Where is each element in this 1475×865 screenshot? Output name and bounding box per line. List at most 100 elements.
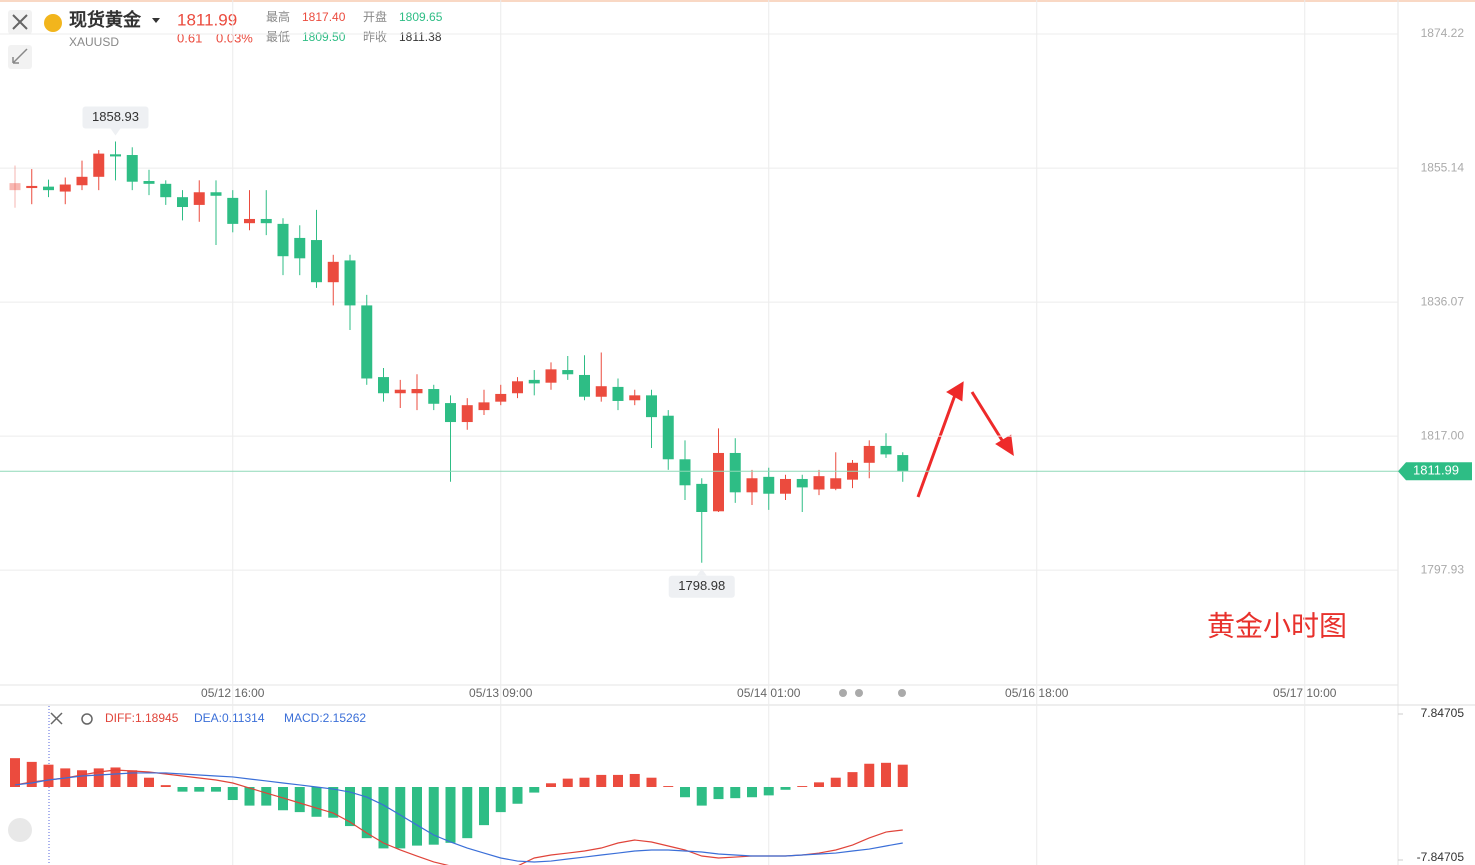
close-icon bbox=[12, 14, 28, 30]
x-tick-label: 05/17 10:00 bbox=[1273, 686, 1337, 700]
y-tick-label: 1797.93 bbox=[1421, 562, 1465, 576]
dropdown-arrow[interactable] bbox=[152, 18, 160, 23]
candle-body bbox=[344, 260, 356, 306]
prev-label: 昨收 bbox=[363, 30, 387, 44]
candle-body bbox=[729, 452, 741, 493]
candle-body bbox=[93, 153, 105, 177]
macd-bar bbox=[144, 777, 154, 787]
candle-body bbox=[361, 305, 373, 379]
macd-bar bbox=[847, 772, 858, 787]
collapse-icon bbox=[12, 48, 28, 64]
candle-body bbox=[294, 237, 306, 259]
macd-bar bbox=[663, 786, 674, 787]
candle-body bbox=[746, 478, 758, 493]
macd-bar bbox=[562, 778, 573, 787]
y-tick-label: 1836.07 bbox=[1421, 294, 1465, 308]
candle-body bbox=[126, 155, 138, 182]
macd-bar bbox=[10, 758, 20, 787]
macd-bar bbox=[43, 764, 54, 787]
low-value: 1809.50 bbox=[302, 30, 346, 44]
candle-body bbox=[897, 455, 909, 472]
candle-body bbox=[277, 223, 289, 257]
macd-label: MACD:2.15262 bbox=[284, 711, 366, 725]
macd-bar bbox=[361, 787, 372, 839]
macd-settings[interactable] bbox=[81, 713, 93, 725]
min-label: 1798.98 bbox=[678, 578, 725, 593]
instrument-name: 现货黄金 bbox=[69, 9, 142, 30]
open-value: 1809.65 bbox=[399, 10, 443, 24]
candle-body bbox=[612, 386, 624, 401]
candle-body bbox=[679, 459, 691, 486]
macd-bar bbox=[713, 787, 724, 800]
macd-bar bbox=[26, 761, 37, 787]
macd-bar bbox=[780, 787, 791, 790]
macd-bar bbox=[881, 762, 891, 787]
prev-value: 1811.38 bbox=[399, 30, 442, 44]
macd-bar bbox=[747, 787, 757, 798]
candle-body bbox=[780, 478, 791, 494]
candle-body bbox=[813, 476, 825, 490]
macd-bar bbox=[328, 787, 339, 818]
y-tick-label: 1817.00 bbox=[1421, 428, 1465, 442]
macd-line bbox=[14, 772, 903, 863]
last-price: 1811.99 bbox=[177, 10, 237, 29]
candle-body bbox=[595, 386, 607, 397]
candle-body bbox=[713, 452, 724, 512]
macd-bar bbox=[110, 767, 121, 787]
diff-label: DIFF:1.18945 bbox=[105, 711, 179, 725]
change-pct: 0.03% bbox=[216, 30, 253, 45]
dea-label: DEA:0.11314 bbox=[194, 711, 265, 725]
macd-bar bbox=[763, 787, 774, 796]
macd-plot bbox=[10, 758, 908, 865]
macd-close[interactable] bbox=[50, 712, 63, 725]
macd-bar bbox=[680, 787, 690, 798]
candle-body bbox=[244, 218, 255, 224]
annotation: 黄金小时图 bbox=[1207, 610, 1347, 641]
macd-bar bbox=[730, 787, 741, 799]
macd-bar bbox=[261, 787, 272, 806]
candle-body bbox=[880, 445, 892, 455]
arrow-up bbox=[916, 381, 964, 498]
candle-body bbox=[478, 402, 490, 411]
open-label: 开盘 bbox=[363, 9, 387, 24]
candle-body bbox=[210, 192, 222, 196]
candle-body bbox=[863, 445, 875, 463]
macd-bar bbox=[546, 783, 556, 787]
macd-bar bbox=[696, 787, 707, 806]
marker-dot[interactable] bbox=[898, 689, 906, 697]
macd-bar bbox=[613, 774, 623, 787]
candle-body bbox=[43, 186, 54, 191]
macd-bar bbox=[177, 787, 188, 792]
macd-bar bbox=[629, 773, 640, 787]
indicator-button[interactable] bbox=[8, 818, 32, 842]
gold-icon bbox=[44, 14, 62, 32]
candle-body bbox=[461, 405, 473, 423]
min-label-pointer bbox=[696, 568, 707, 576]
macd-bar bbox=[345, 787, 355, 827]
macd-bar bbox=[897, 764, 908, 787]
macd-bar bbox=[412, 787, 422, 846]
y-tick-label: 7.84705 bbox=[1421, 706, 1465, 720]
candle-body bbox=[629, 395, 641, 401]
last-price-tag-text: 1811.99 bbox=[1413, 463, 1459, 478]
candle-body bbox=[227, 197, 239, 224]
macd-bar bbox=[244, 787, 255, 806]
macd-bar bbox=[830, 777, 841, 787]
macd-bar bbox=[428, 787, 439, 845]
max-label-pointer bbox=[110, 128, 121, 136]
candle-body bbox=[311, 240, 322, 283]
macd-bar bbox=[93, 768, 104, 787]
low-label: 最低 bbox=[266, 30, 290, 44]
candle-body bbox=[143, 181, 155, 184]
marker-dot[interactable] bbox=[855, 689, 863, 697]
candle-body bbox=[394, 389, 406, 394]
marker-dot[interactable] bbox=[839, 689, 847, 697]
candle-body bbox=[160, 183, 172, 198]
candle-body bbox=[193, 192, 205, 205]
candle-body bbox=[110, 154, 121, 157]
macd-bar bbox=[797, 786, 808, 787]
macd-bar bbox=[395, 787, 406, 849]
candle-body bbox=[579, 374, 590, 397]
